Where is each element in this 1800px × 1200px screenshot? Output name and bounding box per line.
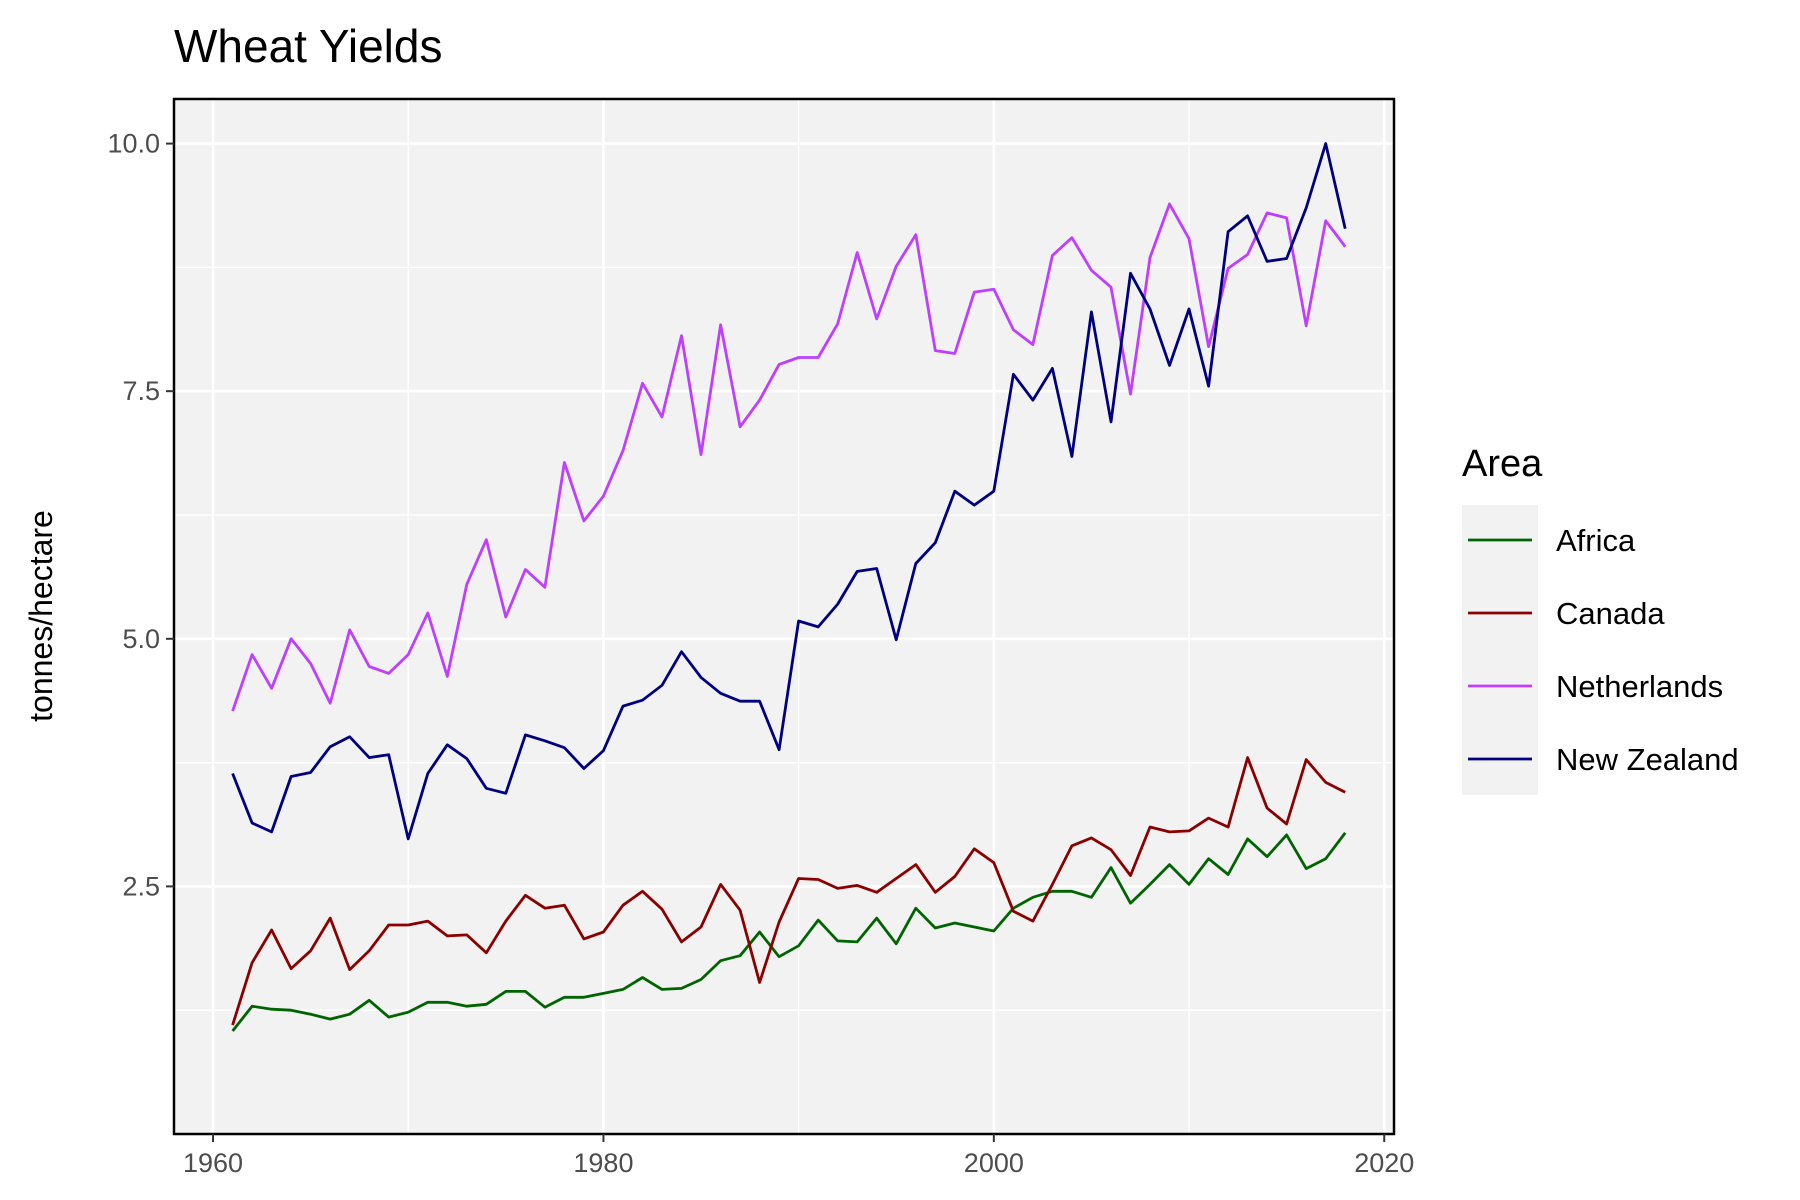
plot-panel	[174, 99, 1394, 1134]
series-lines	[231, 142, 1347, 1032]
legend: Area Africa Canada Netherlands New Zealand	[1462, 443, 1739, 795]
legend-label: Africa	[1556, 523, 1636, 558]
y-tick-label: 2.5	[122, 871, 160, 901]
legend-title: Area	[1462, 443, 1543, 485]
legend-label: New Zealand	[1556, 742, 1739, 777]
x-tick-label: 1960	[183, 1148, 243, 1178]
y-tick-label: 7.5	[122, 376, 160, 406]
grid-lines	[174, 99, 1394, 1134]
chart-title: Wheat Yields	[174, 20, 442, 72]
legend-label: Netherlands	[1556, 669, 1723, 704]
x-tick-label: 1980	[573, 1148, 633, 1178]
legend-key-background	[1462, 505, 1538, 795]
legend-label: Canada	[1556, 596, 1665, 631]
y-tick-label: 5.0	[122, 624, 160, 654]
series-line-new-zealand	[231, 142, 1347, 841]
x-tick-label: 2020	[1354, 1148, 1414, 1178]
y-axis-title: tonnes/hectare	[23, 510, 59, 722]
x-tick-label: 2000	[964, 1148, 1024, 1178]
series-line-africa	[231, 832, 1347, 1032]
plot-border	[172, 97, 1396, 1136]
axes: 1960 1980 2000 2020 2.5 5.0 7.5 10.0	[107, 129, 1414, 1178]
series-line-netherlands	[231, 202, 1347, 712]
y-tick-label: 10.0	[107, 129, 160, 159]
series-line-canada	[231, 756, 1346, 1026]
